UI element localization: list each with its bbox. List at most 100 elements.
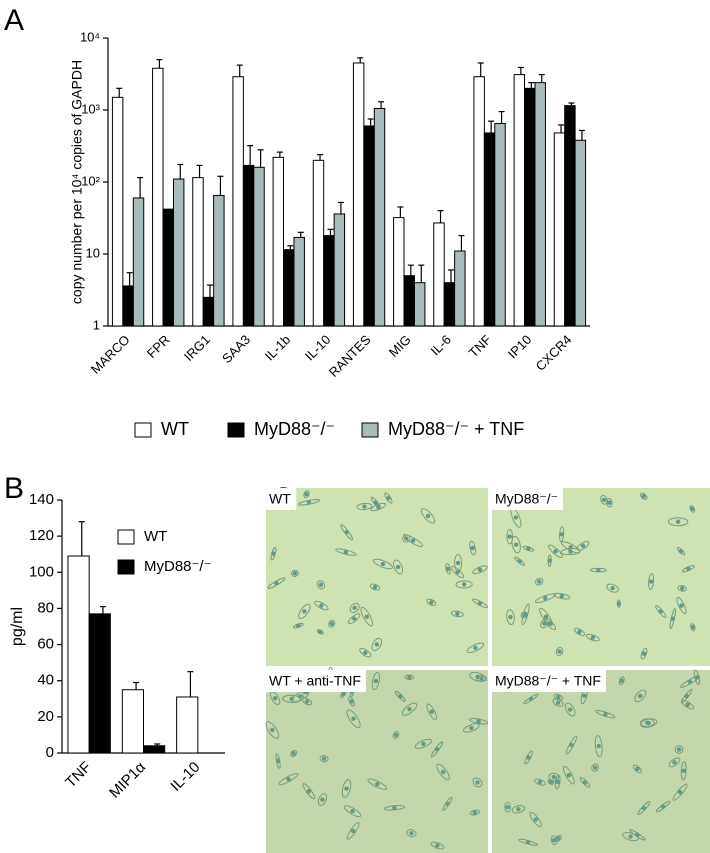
cell <box>677 585 687 592</box>
bar <box>143 745 166 754</box>
bar <box>352 62 365 327</box>
cell <box>451 566 465 579</box>
panel-label: B <box>4 472 24 505</box>
cell-nucleus <box>286 776 291 782</box>
cell-nucleus <box>542 621 547 626</box>
cell <box>548 544 563 559</box>
bar <box>283 249 295 327</box>
cell-nucleus <box>321 756 327 761</box>
legend-swatch <box>361 422 379 438</box>
cell-nucleus <box>635 766 640 772</box>
cell-nucleus <box>559 532 564 537</box>
micrograph-label: WT + anti-TNF <box>269 673 361 689</box>
cell-nucleus <box>319 603 324 608</box>
cell-nucleus <box>543 596 548 601</box>
cell <box>455 580 473 589</box>
x-tick-label: IL-10 <box>167 759 203 795</box>
bar <box>253 166 265 327</box>
bar <box>534 82 546 327</box>
cell-nucleus <box>567 707 573 712</box>
cell <box>436 763 450 781</box>
cell <box>676 596 687 615</box>
cell-nucleus <box>476 719 481 724</box>
cell-nucleus <box>297 694 303 699</box>
cell-nucleus <box>641 651 647 656</box>
cell-nucleus <box>393 732 399 738</box>
bar <box>312 159 325 327</box>
cell-nucleus <box>559 593 565 599</box>
cell <box>576 541 590 551</box>
cell-nucleus <box>596 743 601 749</box>
cell-nucleus <box>373 678 379 684</box>
cell <box>506 528 514 545</box>
cell-nucleus <box>440 769 446 775</box>
cell <box>269 691 281 705</box>
cell-nucleus <box>475 674 480 680</box>
cell <box>543 617 557 631</box>
cell <box>426 598 437 606</box>
cell <box>367 778 388 790</box>
x-tick-label: IL-6 <box>428 332 454 358</box>
legend-label: MyD88⁻/⁻ <box>254 419 335 439</box>
cell-nucleus <box>292 571 298 576</box>
cell <box>359 647 372 658</box>
bar <box>454 250 466 327</box>
cell <box>328 619 336 628</box>
cell <box>472 565 488 575</box>
y-tick-label: 1 <box>93 317 100 332</box>
cell-nucleus <box>350 809 355 814</box>
cell <box>403 534 424 548</box>
cell <box>552 698 564 707</box>
bar <box>111 96 124 327</box>
bar <box>192 177 204 327</box>
bar <box>443 282 456 327</box>
bar <box>202 296 215 327</box>
cell-nucleus <box>685 702 690 707</box>
cell-nucleus <box>374 642 379 647</box>
x-tick-label: IL-1b <box>262 332 294 364</box>
cell-nucleus <box>410 538 416 543</box>
cell <box>454 553 463 573</box>
cell-nucleus <box>679 603 684 608</box>
cell-nucleus <box>445 801 450 806</box>
cell-nucleus <box>555 779 560 785</box>
cell <box>290 750 298 758</box>
cell-nucleus <box>473 645 478 651</box>
cell-nucleus <box>547 558 552 563</box>
cell-nucleus <box>556 694 561 700</box>
cell-nucleus <box>526 755 531 760</box>
cell-nucleus <box>350 828 356 834</box>
cell-nucleus <box>270 727 275 733</box>
cell <box>562 765 575 785</box>
cell <box>680 761 687 781</box>
cell-nucleus <box>638 693 643 699</box>
x-tick-label: MIP1α <box>106 758 149 801</box>
cell-nucleus <box>455 611 460 617</box>
bar <box>373 107 386 327</box>
cell <box>606 497 613 508</box>
cell-nucleus <box>407 675 412 680</box>
cell-nucleus <box>601 497 607 503</box>
cell-nucleus <box>475 780 480 785</box>
legend-swatch <box>134 422 152 438</box>
cell <box>469 671 486 682</box>
cell-nucleus <box>380 561 386 567</box>
legend-label: WT <box>161 419 189 439</box>
cell-nucleus <box>577 629 582 635</box>
cell <box>372 558 393 570</box>
cell <box>369 583 381 591</box>
cell <box>302 783 316 800</box>
y-tick-label: 80 <box>37 599 54 616</box>
cell-nucleus <box>513 515 519 520</box>
cell-nucleus <box>296 623 301 628</box>
cell <box>469 540 476 556</box>
panel-label: A <box>4 4 24 37</box>
cell <box>314 600 329 611</box>
cell-nucleus <box>344 530 349 535</box>
cell <box>265 721 280 739</box>
cell-nucleus <box>373 500 378 505</box>
cell-nucleus <box>304 491 309 497</box>
y-tick-label: 10³ <box>81 101 100 116</box>
cell <box>371 637 383 651</box>
cell-nucleus <box>555 700 561 705</box>
